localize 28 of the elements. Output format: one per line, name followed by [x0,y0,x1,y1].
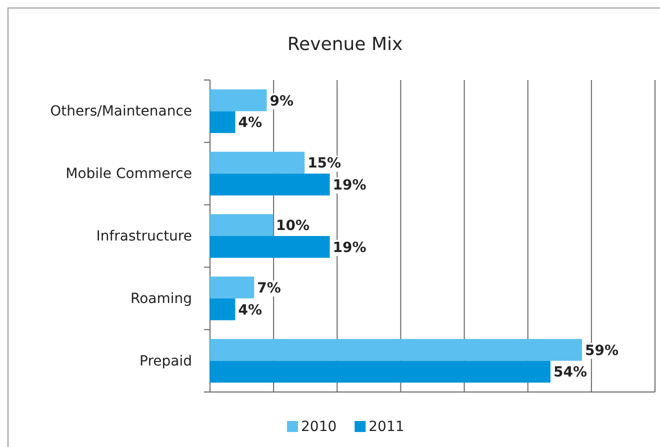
legend-label: 2011 [368,419,404,435]
bar [210,338,582,361]
data-label: 19% [332,240,366,256]
bar [210,89,267,112]
data-label: 15% [308,156,342,172]
y-tick-label: Others/Maintenance [50,104,192,120]
chart-title: Revenue Mix [287,34,403,55]
bar [210,276,254,298]
data-label: 4% [238,115,262,132]
bar [210,152,305,174]
legend-label: 2010 [301,419,337,435]
data-label: 54% [553,364,587,381]
y-tick-label: Mobile Commerce [66,166,192,182]
y-tick-label: Roaming [130,290,192,307]
y-tick-label: Infrastructure [96,228,192,244]
data-label: 10% [276,218,310,234]
data-label: 7% [257,280,281,296]
data-label: 59% [585,342,619,359]
bar [210,236,330,258]
bar [210,111,236,134]
bar [210,214,274,236]
data-label: 4% [238,302,262,318]
data-label: 19% [332,178,366,194]
bar [210,174,330,196]
y-tick-label: Prepaid [140,353,192,370]
data-label: 9% [270,93,294,110]
bar [210,360,550,383]
bar [210,298,236,320]
